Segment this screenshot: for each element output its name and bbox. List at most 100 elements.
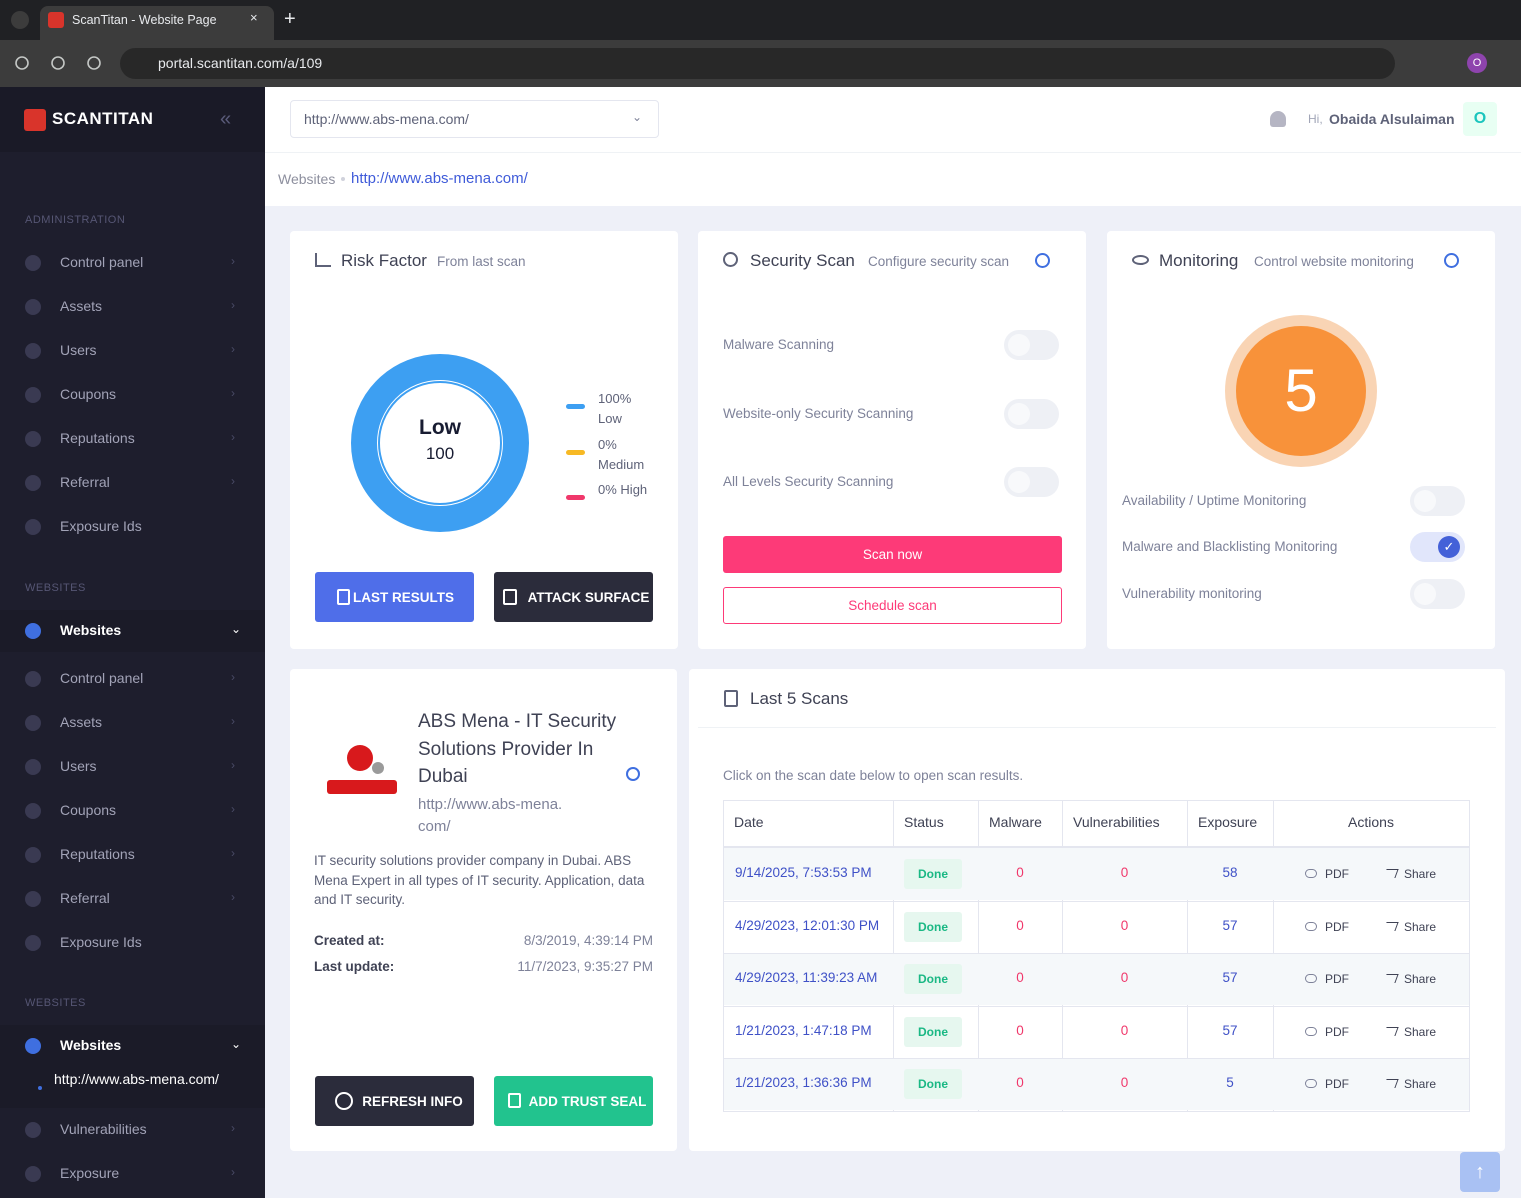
nav-item[interactable]: Assets [60,298,103,314]
settings-icon[interactable] [626,767,640,781]
nav-item[interactable]: Control panel [60,670,144,686]
pdf-action[interactable]: PDF [1325,1077,1349,1092]
nav-item[interactable]: Users [60,342,97,358]
card-divider [698,727,1496,728]
toggle-knob[interactable] [1008,334,1030,356]
nav-item[interactable]: Reputations [60,430,135,446]
nav-item[interactable]: Control panel [60,254,144,270]
eye-icon [1132,255,1149,265]
toggle[interactable] [1410,486,1465,516]
option-label: Malware Scanning [723,337,835,352]
nav-item[interactable]: Assets [60,714,103,730]
bullet [38,1086,42,1090]
toggle-knob[interactable] [1414,583,1436,605]
site-logo [327,745,397,794]
button-label[interactable]: ADD TRUST SEAL [528,1093,647,1109]
scan-date[interactable]: 9/14/2025, 7:53:53 PM [735,865,872,880]
avatar[interactable]: O [1463,102,1497,136]
toggle[interactable] [1004,399,1059,429]
scroll-top[interactable]: ↑ [1460,1152,1500,1192]
scan-date[interactable]: 4/29/2023, 11:39:23 AM [735,970,878,986]
nav-item[interactable]: Coupons [60,386,117,402]
attack-surface-button[interactable]: ATTACK SURFACE [494,572,653,622]
status-badge: Done [904,859,962,889]
share-action[interactable]: Share [1404,1024,1437,1039]
nav-item[interactable]: Websites [60,622,122,638]
toggle-knob[interactable] [1414,490,1436,512]
scan-date[interactable]: 1/21/2023, 1:36:36 PM [735,1075,872,1091]
toggle-knob[interactable] [1008,403,1030,425]
schedule-scan-button[interactable]: Schedule scan [723,587,1062,624]
column-header: Vulnerabilities [1073,814,1160,830]
nav-item[interactable]: Referral [60,474,110,490]
toggle[interactable] [1004,330,1059,360]
scan-now-button[interactable]: Scan now [723,536,1062,573]
pdf-action[interactable]: PDF [1325,919,1349,934]
nav-icon [25,1038,41,1054]
nav-item[interactable]: Referral [60,890,110,906]
pdf-action[interactable]: PDF [1325,867,1349,881]
share-action[interactable]: Share [1404,1077,1437,1092]
breadcrumb-item[interactable]: Websites [278,171,336,187]
collapse[interactable]: « [220,108,232,130]
new-tab[interactable]: + [284,8,296,30]
legend-entry: 0% High [598,480,656,524]
nav-item[interactable]: Websites [60,1037,122,1053]
info-label: Last update: [314,959,395,974]
nav-item[interactable]: Exposure Ids [60,518,142,534]
pdf-action[interactable]: PDF [1325,972,1349,987]
tab[interactable] [40,6,274,40]
active-row [0,1025,265,1108]
scan-date[interactable]: 1/21/2023, 1:47:18 PM [735,1022,872,1038]
donut-center-value: 100 [425,444,455,463]
nav-item[interactable]: Reputations [60,846,135,862]
nav-item[interactable]: Exposure [60,1165,120,1181]
nav-button [87,56,101,70]
share-action[interactable]: Share [1404,867,1437,881]
toggle[interactable]: ✓ [1410,532,1465,562]
last-results-button[interactable]: LAST RESULTS [315,572,474,622]
toggle-knob[interactable]: ✓ [1438,536,1460,558]
card-icon [724,690,738,707]
nav-item[interactable]: Vulnerabilities [60,1121,147,1137]
user-name: Obaida Alsulaiman [1329,111,1455,127]
card-subtitle: Configure security scan [868,254,1010,269]
toggle[interactable] [1410,579,1465,609]
scan-date[interactable]: 4/29/2023, 12:01:30 PM [735,917,880,933]
nav-item[interactable]: Users [60,758,97,774]
nav-item[interactable]: Coupons [60,802,117,818]
button-label[interactable]: LAST RESULTS [353,589,454,605]
settings-icon[interactable] [1444,253,1459,268]
select-caret: ⌄ [632,110,643,124]
button-label[interactable]: Schedule scan [848,598,937,613]
toggle[interactable] [1004,467,1059,497]
button-label[interactable]: Scan now [862,547,923,562]
exposure-count: 57 [1222,1022,1238,1038]
site-url: http://www.abs-mena.com/ [418,796,563,835]
website-select[interactable] [290,100,659,138]
button-label[interactable]: ATTACK SURFACE [527,589,650,605]
breadcrumb-current[interactable]: http://www.abs-mena.com/ [351,170,528,187]
chevron: › [231,758,235,772]
button-label[interactable]: REFRESH INFO [362,1093,463,1109]
search-icon [723,252,738,267]
bell[interactable] [1270,111,1286,127]
tab-close[interactable]: × [250,10,258,25]
settings-icon[interactable] [1035,253,1050,268]
legend-name: Medium [598,457,645,472]
toggle-knob[interactable] [1008,471,1030,493]
legend-swatch [566,495,585,500]
pdf-action[interactable]: PDF [1325,1024,1349,1039]
address-bar[interactable] [120,48,1395,79]
malware-count: 0 [1016,917,1024,933]
chevron: ⌄ [231,1037,242,1051]
sidebar-link[interactable]: http://www.abs-mena.com/ [54,1071,219,1087]
nav-item[interactable]: Exposure Ids [60,934,142,950]
malware-count: 0 [1016,1075,1024,1091]
malware-count: 0 [1016,970,1024,986]
share-action[interactable]: Share [1404,972,1437,987]
row-divider [724,1005,1469,1007]
profile[interactable]: O [1467,53,1487,73]
legend-swatch [566,450,585,455]
share-action[interactable]: Share [1404,919,1437,934]
